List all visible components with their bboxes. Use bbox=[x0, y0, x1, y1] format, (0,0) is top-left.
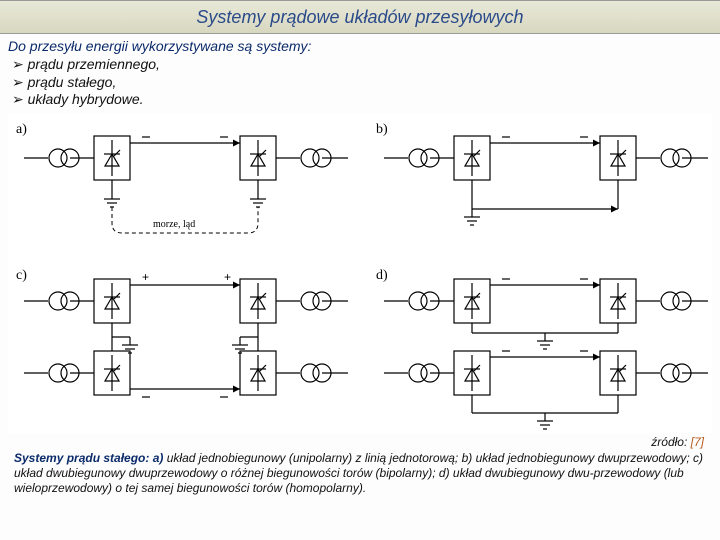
bullet-list: prądu przemiennego, prądu stałego, układ… bbox=[8, 56, 712, 109]
source-ref: [7] bbox=[691, 435, 704, 449]
source-line: źródło: [7] bbox=[8, 435, 712, 449]
caption: Systemy prądu stałego: a) układ jednobie… bbox=[8, 449, 712, 498]
page-title: Systemy prądowe układów przesyłowych bbox=[196, 7, 523, 28]
content-area: Do przesyłu energii wykorzystywane są sy… bbox=[0, 34, 720, 502]
subdiagram-b: b) bbox=[376, 122, 708, 225]
label-d: d) bbox=[376, 268, 388, 283]
intro-text: Do przesyłu energii wykorzystywane są sy… bbox=[8, 38, 712, 54]
caption-a-bold: a) bbox=[153, 451, 164, 465]
label-a: a) bbox=[16, 122, 27, 137]
source-label: źródło: bbox=[651, 435, 690, 449]
circuit-diagrams: a) morze, ląd bbox=[8, 113, 712, 433]
morze-lad-label: morze, ląd bbox=[153, 219, 195, 230]
caption-lead: Systemy prądu stałego: bbox=[14, 451, 153, 465]
label-b: b) bbox=[376, 122, 388, 137]
subdiagram-d: d) bbox=[376, 268, 708, 429]
svg-text:+: + bbox=[224, 270, 231, 284]
subdiagram-a: a) morze, ląd bbox=[16, 122, 348, 233]
list-item: prądu stałego, bbox=[12, 74, 712, 92]
list-item: układy hybrydowe. bbox=[12, 91, 712, 109]
subdiagram-c: c) bbox=[16, 268, 348, 397]
label-c: c) bbox=[16, 268, 27, 283]
list-item: prądu przemiennego, bbox=[12, 56, 712, 74]
title-bar: Systemy prądowe układów przesyłowych bbox=[0, 0, 720, 34]
svg-text:+: + bbox=[142, 270, 149, 284]
